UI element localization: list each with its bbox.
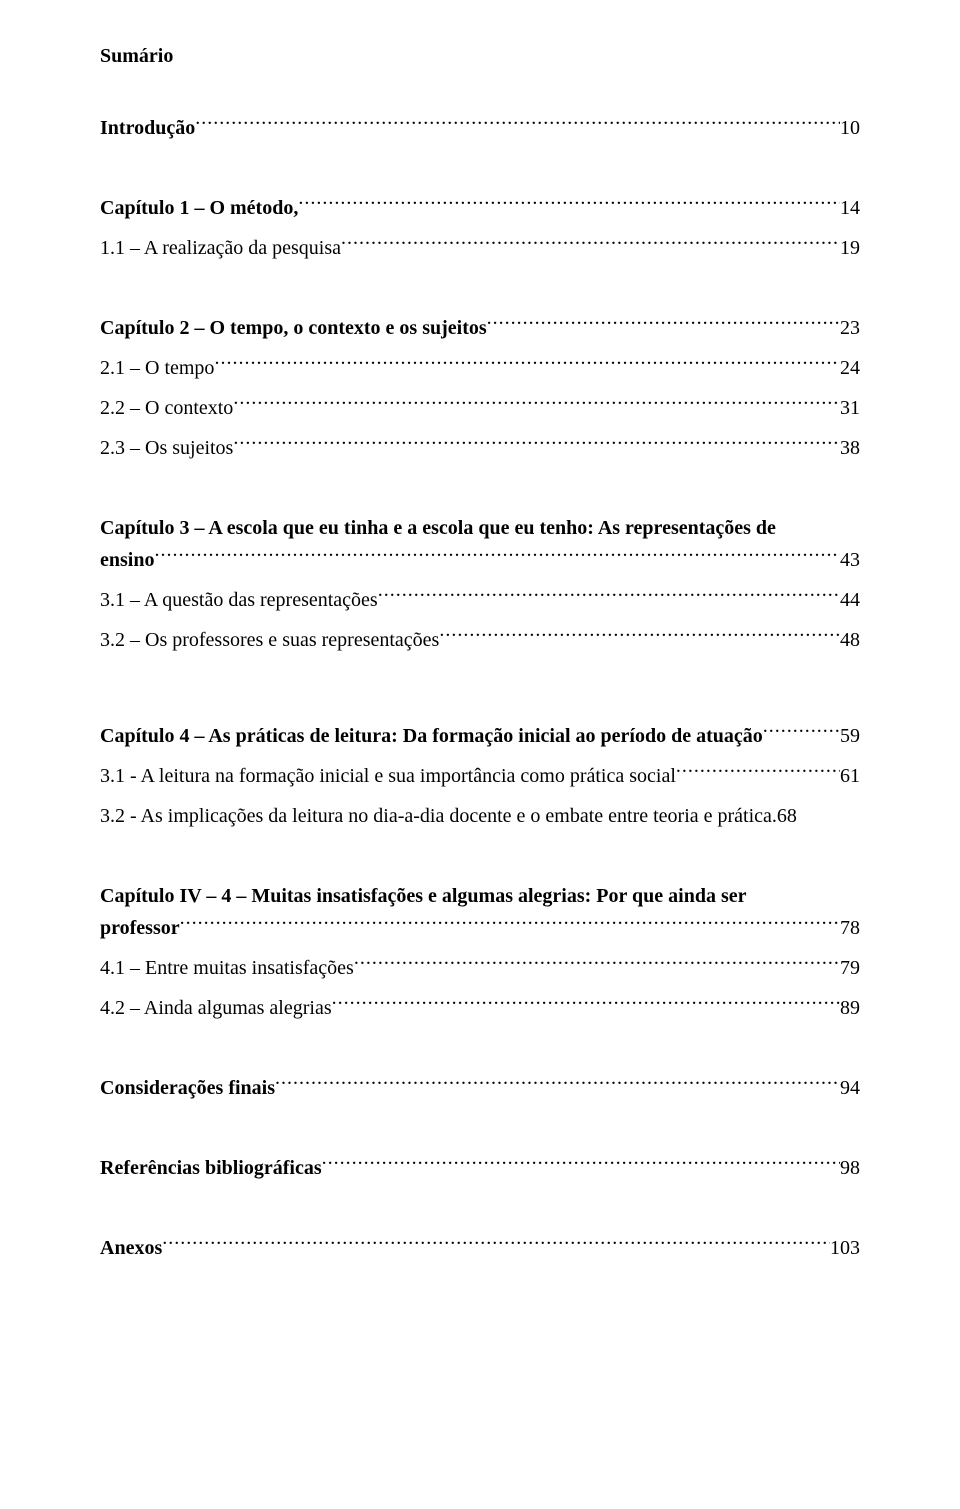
toc-entry-cap4: Capítulo 4 – As práticas de leitura: Da …	[100, 720, 860, 752]
toc-label: 4.1 – Entre muitas insatisfações	[100, 952, 354, 984]
leader-dots	[275, 1074, 840, 1094]
toc-label: 2.3 – Os sujeitos	[100, 432, 233, 464]
toc-label: 4.2 – Ainda algumas alegrias	[100, 992, 332, 1024]
toc-label-line1: Capítulo 3 – A escola que eu tinha e a e…	[100, 512, 860, 544]
toc-label: Capítulo 2 – O tempo, o contexto e os su…	[100, 312, 487, 344]
toc-entry-cap2-1: 2.1 – O tempo 24	[100, 352, 860, 384]
toc-pagenum: 61	[840, 760, 860, 792]
toc-pagenum: 89	[840, 992, 860, 1024]
toc-label: 1.1 – A realização da pesquisa	[100, 232, 341, 264]
toc-label-line2: ensino	[100, 544, 154, 576]
toc-label: Considerações finais	[100, 1072, 275, 1104]
toc-entry-cap3-1: 3.1 – A questão das representações 44	[100, 584, 860, 616]
leader-dots	[162, 1234, 830, 1254]
toc-pagenum: 24	[840, 352, 860, 384]
leader-dots	[378, 586, 840, 606]
toc-label: 3.2 - As implicações da leitura no dia-a…	[100, 805, 797, 827]
spacer	[100, 152, 860, 192]
spacer	[100, 1032, 860, 1072]
toc-label: Referências bibliográficas	[100, 1152, 322, 1184]
leader-dots	[180, 914, 840, 934]
spacer	[100, 472, 860, 512]
toc-label: 3.2 – Os professores e suas representaçõ…	[100, 624, 439, 656]
spacer	[100, 272, 860, 312]
toc-entry-intro: Introdução 10	[100, 112, 860, 144]
toc-label: Capítulo 1 – O método,	[100, 192, 298, 224]
toc-page: Sumário Introdução 10 Capítulo 1 – O mét…	[0, 0, 960, 1509]
toc-entry-refs: Referências bibliográficas 98	[100, 1152, 860, 1184]
toc-pagenum: 94	[840, 1072, 860, 1104]
toc-pagenum: 103	[830, 1232, 860, 1264]
spacer	[100, 1112, 860, 1152]
leader-dots	[233, 434, 840, 454]
toc-pagenum: 98	[840, 1152, 860, 1184]
toc-entry-cap4-2: 3.2 - As implicações da leitura no dia-a…	[100, 800, 860, 832]
leader-dots	[763, 722, 840, 742]
toc-pagenum: 48	[840, 624, 860, 656]
toc-label: 3.1 - A leitura na formação inicial e su…	[100, 760, 676, 792]
leader-dots	[154, 546, 840, 566]
toc-pagenum: 23	[840, 312, 860, 344]
toc-entry-cap4-1: 3.1 - A leitura na formação inicial e su…	[100, 760, 860, 792]
leader-dots	[322, 1154, 840, 1174]
spacer	[100, 1192, 860, 1232]
toc-pagenum: 79	[840, 952, 860, 984]
leader-dots	[341, 234, 840, 254]
toc-pagenum: 14	[840, 192, 860, 224]
leader-dots	[214, 354, 840, 374]
toc-entry-cap2: Capítulo 2 – O tempo, o contexto e os su…	[100, 312, 860, 344]
toc-pagenum: 31	[840, 392, 860, 424]
toc-label: 2.2 – O contexto	[100, 392, 233, 424]
toc-label: Anexos	[100, 1232, 162, 1264]
toc-entry-cap3: Capítulo 3 – A escola que eu tinha e a e…	[100, 512, 860, 576]
leader-dots	[298, 194, 840, 214]
leader-dots	[487, 314, 840, 334]
leader-dots	[354, 954, 840, 974]
toc-entry-cap2-3: 2.3 – Os sujeitos 38	[100, 432, 860, 464]
toc-entry-consid: Considerações finais 94	[100, 1072, 860, 1104]
toc-label: 3.1 – A questão das representações	[100, 584, 378, 616]
toc-entry-cap3-2: 3.2 – Os professores e suas representaçõ…	[100, 624, 860, 656]
spacer	[100, 840, 860, 880]
leader-dots	[439, 626, 840, 646]
toc-label: Introdução	[100, 112, 195, 144]
toc-entry-cap2-2: 2.2 – O contexto 31	[100, 392, 860, 424]
toc-entry-cap1-1: 1.1 – A realização da pesquisa 19	[100, 232, 860, 264]
toc-entry-capIV: Capítulo IV – 4 – Muitas insatisfações e…	[100, 880, 860, 944]
toc-label-line1: Capítulo IV – 4 – Muitas insatisfações e…	[100, 880, 860, 912]
toc-label-line2: professor	[100, 912, 180, 944]
spacer	[100, 664, 860, 720]
toc-pagenum: 59	[840, 720, 860, 752]
toc-pagenum: 38	[840, 432, 860, 464]
leader-dots	[195, 114, 840, 134]
toc-pagenum: 43	[840, 544, 860, 576]
toc-label: 2.1 – O tempo	[100, 352, 214, 384]
toc-pagenum: 78	[840, 912, 860, 944]
leader-dots	[676, 762, 840, 782]
toc-pagenum: 44	[840, 584, 860, 616]
toc-entry-capIV-2: 4.2 – Ainda algumas alegrias 89	[100, 992, 860, 1024]
toc-entry-capIV-1: 4.1 – Entre muitas insatisfações 79	[100, 952, 860, 984]
toc-title: Sumário	[100, 40, 860, 72]
toc-pagenum: 19	[840, 232, 860, 264]
toc-entry-cap1: Capítulo 1 – O método, 14	[100, 192, 860, 224]
toc-label: Capítulo 4 – As práticas de leitura: Da …	[100, 720, 763, 752]
toc-entry-anexos: Anexos 103	[100, 1232, 860, 1264]
leader-dots	[332, 994, 840, 1014]
toc-pagenum: 10	[840, 112, 860, 144]
leader-dots	[233, 394, 840, 414]
